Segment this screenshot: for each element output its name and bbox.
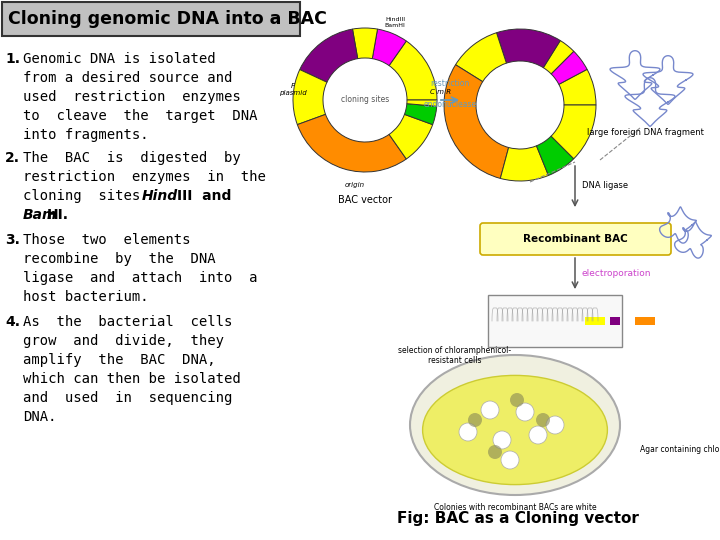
Wedge shape: [544, 40, 574, 74]
FancyBboxPatch shape: [488, 295, 622, 347]
Text: from a desired source and: from a desired source and: [23, 71, 233, 85]
Text: and  used  in  sequencing: and used in sequencing: [23, 391, 233, 405]
Text: 4.: 4.: [5, 315, 20, 329]
Wedge shape: [551, 51, 587, 84]
Wedge shape: [500, 146, 549, 181]
Text: Cloning genomic DNA into a BAC: Cloning genomic DNA into a BAC: [8, 10, 327, 28]
Wedge shape: [551, 105, 596, 159]
Text: Hind: Hind: [142, 189, 178, 203]
FancyBboxPatch shape: [579, 230, 641, 250]
Text: HI.: HI.: [47, 208, 69, 222]
Text: cloning  sites: cloning sites: [23, 189, 157, 203]
Circle shape: [501, 451, 519, 469]
Text: used  restriction  enzymes: used restriction enzymes: [23, 90, 240, 104]
Text: restriction  enzymes  in  the: restriction enzymes in the: [23, 170, 266, 184]
Text: amplify  the  BAC  DNA,: amplify the BAC DNA,: [23, 353, 215, 367]
Text: into fragments.: into fragments.: [23, 128, 148, 142]
Text: BAC vector: BAC vector: [338, 195, 392, 205]
Circle shape: [468, 413, 482, 427]
Text: Fig: BAC as a Cloning vector: Fig: BAC as a Cloning vector: [397, 511, 639, 526]
Wedge shape: [297, 114, 406, 172]
Text: 1.: 1.: [5, 52, 20, 66]
Text: 2.: 2.: [5, 151, 20, 165]
Text: which can then be isolated: which can then be isolated: [23, 372, 240, 386]
Text: origin: origin: [345, 182, 365, 188]
Text: restriction: restriction: [431, 79, 469, 88]
FancyBboxPatch shape: [2, 2, 300, 36]
Text: recombine  by  the  DNA: recombine by the DNA: [23, 252, 215, 266]
Wedge shape: [300, 29, 358, 82]
FancyBboxPatch shape: [639, 230, 656, 250]
Circle shape: [516, 403, 534, 421]
Text: endonuclease: endonuclease: [423, 100, 477, 109]
Circle shape: [459, 423, 477, 441]
Circle shape: [529, 426, 547, 444]
Text: 3.: 3.: [5, 233, 20, 247]
Text: to  cleave  the  target  DNA: to cleave the target DNA: [23, 109, 258, 123]
Circle shape: [481, 401, 499, 419]
Text: DNA ligase: DNA ligase: [582, 181, 628, 191]
Text: As  the  bacterial  cells: As the bacterial cells: [23, 315, 233, 329]
Bar: [610, 317, 620, 325]
Circle shape: [536, 413, 550, 427]
Text: selection of chloramphenicol-
resistant cells: selection of chloramphenicol- resistant …: [398, 346, 512, 365]
Wedge shape: [405, 104, 437, 125]
Wedge shape: [389, 114, 433, 159]
Ellipse shape: [410, 355, 620, 495]
Text: large foreign DNA fragment: large foreign DNA fragment: [587, 128, 703, 137]
Text: host bacterium.: host bacterium.: [23, 290, 148, 304]
Text: Those  two  elements: Those two elements: [23, 233, 191, 247]
Text: Colonies with recombinant BACs are white: Colonies with recombinant BACs are white: [433, 503, 596, 512]
FancyBboxPatch shape: [524, 230, 556, 250]
Text: grow  and  divide,  they: grow and divide, they: [23, 334, 224, 348]
Text: Bam: Bam: [23, 208, 58, 222]
Wedge shape: [389, 41, 437, 100]
Text: HindIII
BamHI: HindIII BamHI: [384, 17, 405, 28]
Bar: [585, 317, 605, 325]
Wedge shape: [407, 100, 437, 106]
Circle shape: [488, 445, 502, 459]
Text: ligase  and  attach  into  a: ligase and attach into a: [23, 271, 258, 285]
Wedge shape: [497, 29, 560, 68]
Text: electroporation: electroporation: [582, 269, 652, 279]
Text: Genomic DNA is isolated: Genomic DNA is isolated: [23, 52, 215, 66]
Text: DNA.: DNA.: [23, 410, 56, 424]
FancyBboxPatch shape: [554, 230, 581, 250]
Text: F
plasmid: F plasmid: [279, 84, 307, 97]
Bar: [635, 317, 655, 325]
Text: cloning sites: cloning sites: [341, 96, 389, 105]
Text: C m R: C m R: [430, 89, 451, 95]
FancyBboxPatch shape: [489, 230, 526, 250]
Circle shape: [493, 431, 511, 449]
Wedge shape: [353, 28, 377, 59]
FancyBboxPatch shape: [480, 223, 671, 255]
Circle shape: [510, 393, 524, 407]
Circle shape: [546, 416, 564, 434]
Wedge shape: [559, 69, 596, 105]
Text: The  BAC  is  digested  by: The BAC is digested by: [23, 151, 240, 165]
Wedge shape: [536, 136, 574, 176]
Ellipse shape: [423, 375, 608, 484]
Text: Agar containing chloramphenicol: Agar containing chloramphenicol: [640, 446, 720, 455]
Wedge shape: [293, 70, 327, 125]
Wedge shape: [372, 29, 406, 65]
Wedge shape: [456, 33, 506, 82]
Text: Recombinant BAC: Recombinant BAC: [523, 234, 627, 244]
Wedge shape: [444, 65, 508, 178]
Text: III  and: III and: [177, 189, 231, 203]
